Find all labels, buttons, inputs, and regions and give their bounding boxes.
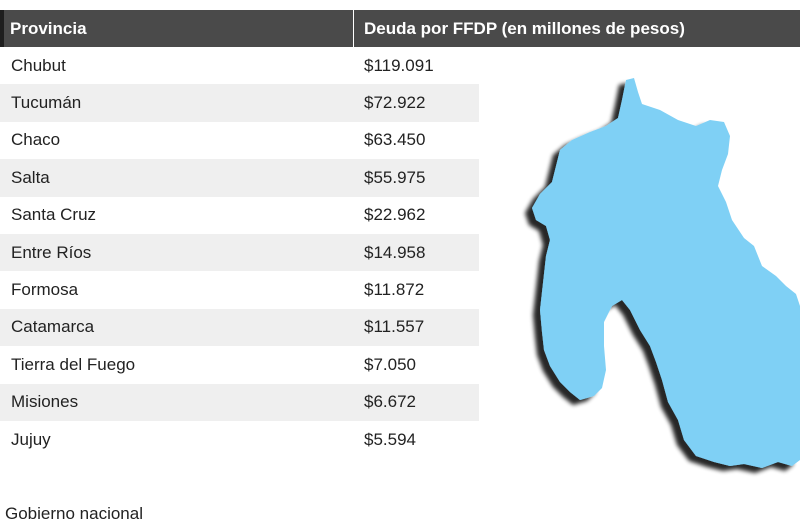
cell-deuda: $22.962 (364, 205, 426, 225)
table-row: Chubut $119.091 (0, 47, 800, 84)
table-row: Tucumán $72.922 (0, 84, 800, 122)
table-row: Tierra del Fuego $7.050 (0, 346, 800, 383)
header-deuda: Deuda por FFDP (en millones de pesos) (364, 18, 685, 38)
cell-provincia: Tierra del Fuego (11, 354, 136, 374)
cell-provincia: Chubut (11, 55, 66, 75)
cell-provincia: Formosa (11, 280, 79, 300)
cell-deuda: $11.872 (364, 280, 425, 300)
cell-deuda: $11.557 (354, 308, 479, 347)
table-row: Santa Cruz $22.962 (0, 197, 800, 234)
table-row: Chaco $63.450 (0, 122, 800, 159)
cell-deuda: $119.091 (364, 55, 434, 75)
cell-deuda: $63.450 (364, 130, 426, 150)
cell-provincia: Santa Cruz (11, 205, 97, 225)
table-row: Jujuy $5.594 (0, 421, 800, 458)
table-row: Entre Ríos $14.958 (0, 233, 800, 272)
table-row: Misiones $6.672 (0, 383, 800, 421)
table-row: Formosa $11.872 (0, 271, 800, 308)
debt-table: Provincia Deuda por FFDP (en millones de… (0, 10, 800, 458)
cell-provincia: Jujuy (11, 429, 51, 449)
cell-deuda: $55.975 (354, 159, 479, 197)
cell-provincia: Chaco (11, 130, 61, 150)
table-row: Catamarca $11.557 (0, 308, 800, 347)
cell-provincia: Salta (0, 159, 354, 197)
cell-provincia: Entre Ríos (0, 233, 354, 272)
table-row: Salta $55.975 (0, 159, 800, 197)
cell-provincia: Catamarca (0, 308, 354, 347)
cell-provincia: Misiones (0, 383, 354, 421)
cell-deuda: $72.922 (354, 84, 479, 122)
jujuy-province-map-icon (532, 78, 800, 468)
header-accent-bar (0, 10, 4, 47)
map-fill (532, 78, 800, 468)
footer-source-label: Gobierno nacional (5, 504, 143, 523)
cell-provincia: Tucumán (0, 84, 354, 122)
cell-deuda: $5.594 (364, 429, 416, 449)
table-header: Provincia Deuda por FFDP (en millones de… (0, 10, 800, 47)
header-provincia: Provincia (0, 10, 354, 47)
cell-deuda: $14.958 (354, 233, 479, 272)
cell-deuda: $7.050 (364, 354, 416, 374)
cell-deuda: $6.672 (354, 383, 479, 421)
